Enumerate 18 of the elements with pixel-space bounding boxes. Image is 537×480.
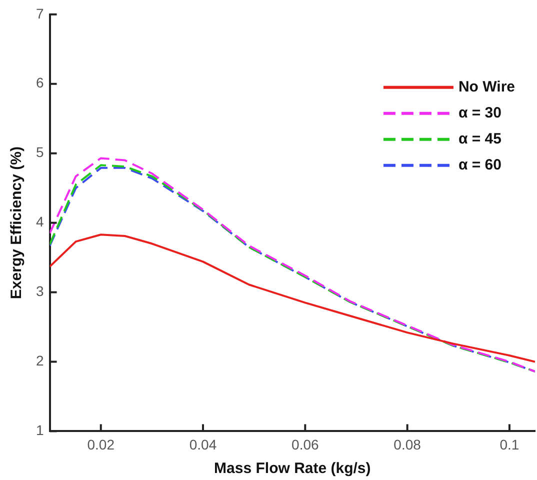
x-axis-title: Mass Flow Rate (kg/s) — [214, 460, 371, 478]
y-tick-label: 7 — [36, 5, 44, 22]
legend-label: α = 30 — [458, 104, 502, 122]
y-tick-label: 5 — [36, 144, 44, 160]
legend-label: α = 45 — [458, 130, 502, 148]
x-tick-label: 0.04 — [189, 436, 217, 452]
y-axis-title: Exergy Efficiency (%) — [8, 146, 26, 300]
y-tick-label: 6 — [36, 74, 44, 91]
x-tick-label: 0.02 — [87, 436, 115, 452]
legend-label: No Wire — [458, 78, 516, 96]
y-tick-label: 1 — [36, 422, 44, 438]
x-tick-label: 0.06 — [292, 436, 319, 452]
y-tick-label: 3 — [36, 283, 44, 300]
legend-label: α = 60 — [458, 156, 502, 174]
x-tick-label: 0.1 — [500, 436, 520, 452]
y-tick-label: 2 — [36, 352, 44, 369]
y-tick-label: 4 — [36, 214, 44, 230]
x-tick-label: 0.08 — [394, 436, 422, 452]
